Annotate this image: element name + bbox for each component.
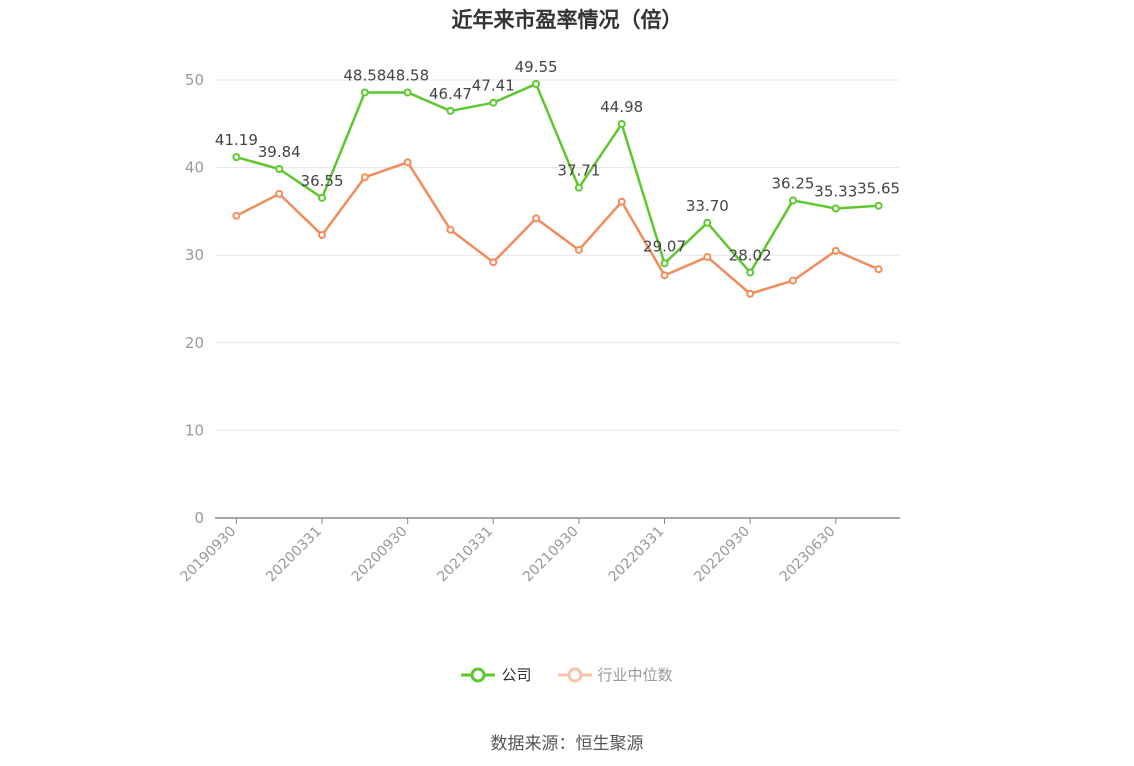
- data-label: 35.33: [814, 183, 857, 201]
- data-point[interactable]: [318, 193, 327, 202]
- data-point[interactable]: [617, 119, 626, 128]
- data-label: 47.41: [472, 77, 515, 95]
- data-point[interactable]: [746, 289, 755, 298]
- data-label: 29.07: [643, 237, 686, 255]
- y-tick-label: 0: [194, 509, 204, 527]
- data-label: 35.65: [857, 180, 900, 198]
- x-tick-label: 20220331: [606, 524, 668, 586]
- data-point[interactable]: [360, 173, 369, 182]
- data-label: 48.58: [386, 66, 429, 84]
- legend-industry-icon: [557, 667, 592, 682]
- y-tick-label: 40: [185, 159, 204, 177]
- data-point[interactable]: [831, 246, 840, 255]
- legend-company-label: 公司: [501, 666, 532, 684]
- x-tick-label: 20200930: [349, 524, 411, 586]
- data-source: 数据来源：恒生聚源: [490, 734, 644, 754]
- legend-item-industry[interactable]: 行业中位数: [557, 664, 673, 685]
- x-tick-label: 20210331: [434, 524, 496, 586]
- data-label: 36.25: [771, 174, 814, 192]
- data-point[interactable]: [360, 88, 369, 97]
- data-point[interactable]: [318, 231, 327, 240]
- y-tick-label: 20: [185, 334, 204, 352]
- data-point[interactable]: [275, 189, 284, 198]
- data-label: 48.58: [343, 66, 386, 84]
- data-label: 44.98: [600, 98, 643, 116]
- data-label: 36.55: [301, 172, 344, 190]
- grid-lines: [215, 79, 900, 431]
- data-label: 39.84: [258, 143, 301, 161]
- data-point[interactable]: [403, 88, 412, 97]
- data-point[interactable]: [532, 79, 541, 88]
- data-point[interactable]: [574, 183, 583, 192]
- chart-title: 近年来市盈率情况（倍）: [451, 8, 683, 32]
- legend: 公司 行业中位数: [0, 664, 1134, 685]
- data-point[interactable]: [275, 165, 284, 174]
- data-point[interactable]: [788, 196, 797, 205]
- data-point[interactable]: [660, 259, 669, 268]
- data-label: 46.47: [429, 85, 472, 103]
- data-point[interactable]: [703, 252, 712, 261]
- data-point[interactable]: [746, 268, 755, 277]
- data-point[interactable]: [703, 218, 712, 227]
- data-point[interactable]: [788, 276, 797, 285]
- x-tick-label: 20210930: [520, 524, 582, 586]
- y-tick-label: 10: [185, 421, 204, 439]
- legend-company-icon: [461, 667, 496, 682]
- data-point[interactable]: [617, 197, 626, 206]
- data-point[interactable]: [574, 245, 583, 254]
- series-line-1: [235, 161, 880, 295]
- data-point[interactable]: [660, 271, 669, 280]
- x-tick-label: 20230630: [777, 524, 839, 586]
- data-point[interactable]: [489, 98, 498, 107]
- x-tick-label: 20200331: [263, 524, 325, 586]
- data-label: 28.02: [729, 247, 772, 265]
- data-point[interactable]: [532, 214, 541, 223]
- data-label: 41.19: [215, 131, 258, 149]
- series-line-0: [236, 82, 879, 274]
- data-label: 33.70: [686, 197, 729, 215]
- legend-item-company[interactable]: 公司: [461, 664, 532, 685]
- x-tick-label: 20190930: [178, 524, 240, 586]
- x-tick-label: 20220930: [691, 524, 753, 586]
- data-point[interactable]: [232, 153, 241, 162]
- data-point[interactable]: [489, 258, 498, 267]
- data-point[interactable]: [446, 225, 455, 234]
- data-point[interactable]: [446, 106, 455, 115]
- line-chart: 0 10 20 30 40 50 20190930 20200331 20200930 20210…: [178, 58, 901, 586]
- series: [232, 79, 883, 298]
- data-point[interactable]: [874, 201, 883, 210]
- data-point[interactable]: [874, 265, 883, 274]
- y-tick-label: 50: [185, 71, 204, 89]
- legend-industry-label: 行业中位数: [597, 666, 673, 684]
- data-point[interactable]: [232, 211, 241, 220]
- data-label: 49.55: [515, 58, 558, 76]
- y-tick-label: 30: [185, 246, 204, 264]
- data-point[interactable]: [403, 158, 412, 167]
- data-label: 37.71: [557, 162, 600, 180]
- data-point[interactable]: [831, 204, 840, 213]
